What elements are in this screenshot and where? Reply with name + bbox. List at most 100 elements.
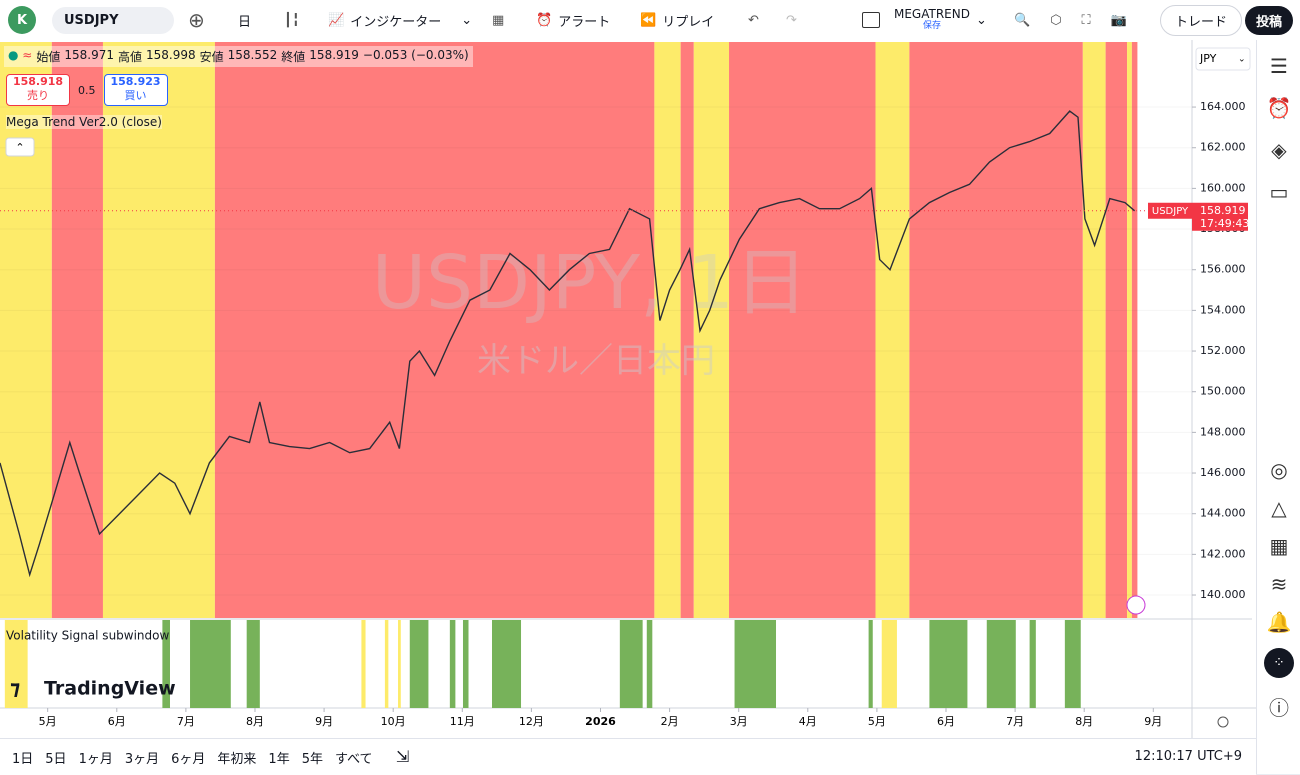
ranges: 1日 5日 1ヶ月 3ヶ月 6ヶ月 年初来 1年 5年 すべて bbox=[12, 739, 373, 775]
feed-icon[interactable]: ≋ bbox=[1270, 572, 1288, 596]
templates[interactable]: ▦ bbox=[492, 12, 505, 28]
range-button[interactable]: 5年 bbox=[301, 751, 323, 767]
watchlist-icon[interactable]: ☰ bbox=[1270, 54, 1288, 78]
sell-btn[interactable]: 158.918 売り bbox=[6, 74, 70, 106]
signal-bar bbox=[190, 620, 231, 708]
undo[interactable]: ↶ bbox=[748, 12, 759, 28]
help-icon[interactable]: ⓘ bbox=[1269, 696, 1289, 720]
x-tick-label: 7月 bbox=[1006, 715, 1024, 728]
y-tick-label: 150.000 bbox=[1200, 385, 1246, 398]
x-tick-label: 4月 bbox=[799, 715, 817, 728]
alert-btn[interactable]: ⏰ アラート bbox=[536, 0, 610, 40]
high: 158.998 bbox=[146, 48, 196, 62]
range-button[interactable]: 年初来 bbox=[217, 751, 257, 767]
signal-bar bbox=[462, 620, 469, 708]
buy-price: 158.923 bbox=[110, 75, 161, 88]
publish[interactable]: 投稿 bbox=[1245, 5, 1294, 35]
alert: アラート bbox=[558, 14, 611, 30]
brand-logo: ⁊ bbox=[10, 676, 20, 700]
symbol-search[interactable]: USDJPY bbox=[52, 6, 174, 34]
trend-band bbox=[680, 42, 694, 618]
layout-status: 保存 bbox=[922, 21, 941, 31]
signal-bar bbox=[1029, 620, 1036, 708]
right-sidebar: ☰ ⏰ ◈ ▭ ◎ △ ▦ ≋ 🔔 ⁘ ⓘ bbox=[1256, 40, 1300, 774]
interval[interactable]: 日 bbox=[238, 14, 252, 30]
toolbar: K USDJPY ⊕ 日 ┃╏ 📈 インジケーター ⌄ ▦ ⏰ アラート ⏪ リプレイ … bbox=[0, 0, 1300, 41]
status: ● ≈ bbox=[8, 48, 33, 62]
flash-icon[interactable] bbox=[1126, 595, 1146, 615]
fullscreen-icon[interactable]: ⛶ bbox=[1081, 12, 1091, 28]
caret: ⌄ bbox=[461, 12, 473, 28]
signal-bar bbox=[929, 620, 968, 708]
countdown: 17:49:43 bbox=[1200, 217, 1249, 230]
sell-price: 158.918 bbox=[12, 75, 64, 88]
low: 158.552 bbox=[227, 48, 278, 62]
x-tick-label: 11月 bbox=[450, 715, 475, 728]
range-button[interactable]: すべて bbox=[334, 751, 373, 767]
y-tick-label: 156.000 bbox=[1200, 263, 1246, 276]
x-tick-label: 2026 bbox=[585, 715, 616, 728]
chat-icon[interactable]: ▭ bbox=[1269, 180, 1289, 204]
x-tick-label: 9月 bbox=[1144, 715, 1162, 728]
signal-bar bbox=[384, 620, 389, 708]
replay-btn[interactable]: ⏪ リプレイ bbox=[640, 0, 714, 40]
layout-btn[interactable]: MEGATREND 保存 ⌄ bbox=[862, 0, 987, 40]
x-tick-label: 3月 bbox=[730, 715, 748, 728]
trade[interactable]: トレード bbox=[1160, 4, 1243, 36]
signal-bar bbox=[868, 620, 873, 708]
collapse-btn[interactable] bbox=[5, 137, 35, 157]
caret: ⌄ bbox=[1238, 55, 1246, 65]
snapshot-icon[interactable]: 📷 bbox=[1110, 12, 1127, 28]
axis-settings[interactable] bbox=[1217, 716, 1229, 728]
last-symbol-box bbox=[1148, 202, 1192, 219]
signal-bar bbox=[492, 620, 522, 708]
search-icon[interactable]: 🔍 bbox=[1014, 12, 1031, 28]
range-button[interactable]: 1年 bbox=[268, 751, 290, 767]
collapse-icon: ⌃ bbox=[15, 141, 24, 154]
grid bbox=[0, 106, 1192, 596]
redo[interactable]: ↷ bbox=[786, 12, 797, 28]
compare-date[interactable]: ⇲ bbox=[396, 747, 410, 766]
caret: ⌄ bbox=[975, 12, 987, 28]
y-tick-label: 142.000 bbox=[1200, 547, 1246, 560]
layout-wrap: MEGATREND 保存 bbox=[894, 8, 970, 32]
range-button[interactable]: 1ヶ月 bbox=[78, 751, 113, 767]
trend-band bbox=[214, 42, 655, 618]
trend-band bbox=[875, 42, 910, 618]
layout-name: MEGATREND bbox=[894, 7, 970, 21]
signal-bar bbox=[1064, 620, 1081, 708]
settings-icon[interactable]: ⬡ bbox=[1050, 12, 1062, 28]
ideas-icon[interactable]: △ bbox=[1271, 496, 1287, 520]
bottom-bar: 1日 5日 1ヶ月 3ヶ月 6ヶ月 年初来 1年 5年 すべて ⇲ 12:10:17 UTC+9 bbox=[0, 738, 1256, 775]
signal-bar bbox=[162, 620, 170, 708]
alerts-icon[interactable]: ⏰ bbox=[1266, 96, 1292, 120]
x-tick-label: 5月 bbox=[868, 715, 886, 728]
target-icon[interactable]: ◎ bbox=[1270, 458, 1288, 482]
x-tick-label: 6月 bbox=[937, 715, 955, 728]
x-tick-label: 12月 bbox=[519, 715, 544, 728]
y-tick-label: 164.000 bbox=[1200, 100, 1246, 113]
range-button[interactable]: 6ヶ月 bbox=[171, 751, 206, 767]
buy-btn[interactable]: 158.923 買い bbox=[103, 74, 168, 106]
trend-band bbox=[51, 42, 103, 618]
trend-band bbox=[1131, 42, 1138, 618]
range-button[interactable]: 3ヶ月 bbox=[124, 751, 160, 767]
x-tick-label: 8月 bbox=[1075, 715, 1093, 728]
indicators-btn[interactable]: 📈 インジケーター ⌄ bbox=[328, 0, 472, 40]
spread: 0.5 bbox=[78, 83, 96, 97]
y-tick-label: 162.000 bbox=[1200, 141, 1246, 154]
bell-icon[interactable]: 🔔 bbox=[1266, 610, 1292, 634]
avatar[interactable]: K bbox=[8, 6, 36, 34]
apps-icon[interactable]: ⁘ bbox=[1264, 648, 1294, 678]
calendar-icon[interactable]: ▦ bbox=[1269, 534, 1289, 558]
range-button[interactable]: 5日 bbox=[45, 751, 67, 767]
add-symbol[interactable]: ⊕ bbox=[188, 8, 205, 32]
trend-band bbox=[1105, 42, 1128, 618]
axes: 140.000 142.000 144.000 146.000 148.000 150.0… bbox=[39, 100, 1250, 728]
range-button[interactable]: 1日 bbox=[12, 751, 34, 767]
layers-icon[interactable]: ◈ bbox=[1271, 138, 1287, 162]
chart-type[interactable]: ┃╏ bbox=[284, 12, 300, 28]
currency-box[interactable] bbox=[1195, 47, 1251, 71]
signal-bar bbox=[361, 620, 366, 708]
